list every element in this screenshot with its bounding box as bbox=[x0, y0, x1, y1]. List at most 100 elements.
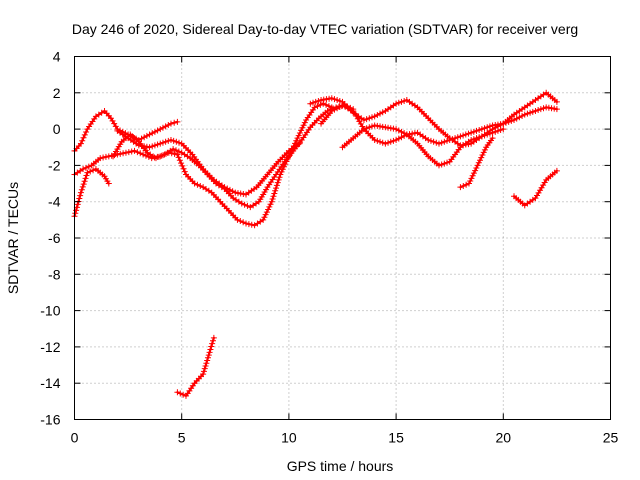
data-point bbox=[492, 128, 499, 135]
series-trace bbox=[309, 91, 559, 147]
data-point bbox=[162, 123, 169, 130]
data-point bbox=[151, 142, 158, 149]
data-point bbox=[207, 346, 214, 353]
x-tick-label: 15 bbox=[388, 430, 404, 446]
data-point bbox=[475, 159, 482, 166]
data-point bbox=[270, 193, 277, 200]
data-point bbox=[438, 139, 445, 146]
data-point bbox=[79, 183, 86, 190]
data-point bbox=[435, 140, 442, 147]
data-point bbox=[481, 146, 488, 153]
data-point bbox=[438, 161, 445, 168]
data-point bbox=[143, 132, 150, 139]
data-point bbox=[494, 127, 501, 134]
data-point bbox=[248, 221, 255, 228]
data-point bbox=[521, 111, 528, 118]
data-point bbox=[374, 137, 381, 144]
data-point bbox=[79, 137, 86, 144]
data-point bbox=[476, 127, 483, 134]
x-tick-label: 10 bbox=[281, 430, 297, 446]
data-point bbox=[444, 137, 451, 144]
data-point bbox=[82, 175, 89, 182]
data-point bbox=[149, 130, 156, 137]
data-point bbox=[157, 126, 164, 133]
data-point bbox=[234, 216, 241, 223]
data-point bbox=[368, 123, 375, 130]
data-point bbox=[197, 182, 204, 189]
data-point bbox=[77, 140, 84, 147]
y-tick-label: 2 bbox=[53, 85, 61, 101]
data-point bbox=[141, 134, 148, 141]
data-point bbox=[221, 184, 228, 191]
data-point bbox=[154, 141, 161, 148]
data-point bbox=[205, 352, 212, 359]
data-point bbox=[314, 103, 321, 110]
y-tick-label: -6 bbox=[48, 230, 61, 246]
series-track-3 bbox=[71, 166, 112, 220]
data-point bbox=[385, 139, 392, 146]
data-point bbox=[162, 138, 169, 145]
data-point bbox=[537, 106, 544, 113]
data-point bbox=[336, 103, 343, 110]
data-point bbox=[529, 108, 536, 115]
data-point bbox=[142, 152, 149, 159]
data-point bbox=[470, 136, 477, 143]
data-point bbox=[87, 168, 94, 175]
data-point bbox=[146, 144, 153, 151]
data-point bbox=[158, 152, 165, 159]
data-point bbox=[371, 113, 378, 120]
data-point bbox=[245, 221, 252, 228]
data-point bbox=[516, 114, 523, 121]
data-point bbox=[474, 162, 481, 169]
data-point bbox=[315, 97, 322, 104]
data-point bbox=[484, 131, 491, 138]
data-point bbox=[74, 201, 81, 208]
data-point bbox=[80, 181, 87, 188]
data-point bbox=[460, 132, 467, 139]
data-point bbox=[382, 140, 389, 147]
data-point bbox=[175, 148, 182, 155]
series-track-1 bbox=[71, 107, 181, 154]
data-point bbox=[430, 138, 437, 145]
data-point bbox=[165, 122, 172, 129]
data-point bbox=[128, 148, 135, 155]
data-point bbox=[80, 166, 87, 173]
data-point bbox=[368, 114, 375, 121]
data-point bbox=[154, 127, 161, 134]
data-point bbox=[268, 198, 275, 205]
data-point bbox=[441, 138, 448, 145]
data-point bbox=[336, 97, 343, 104]
data-point bbox=[460, 182, 467, 189]
data-point bbox=[476, 134, 483, 141]
data-point bbox=[263, 209, 270, 216]
data-point bbox=[77, 192, 84, 199]
data-point bbox=[203, 360, 210, 367]
y-tick-label: 0 bbox=[53, 121, 61, 137]
data-point bbox=[468, 136, 475, 143]
data-point bbox=[444, 159, 451, 166]
data-point bbox=[201, 365, 208, 372]
data-point bbox=[379, 109, 386, 116]
data-point bbox=[473, 135, 480, 142]
data-point bbox=[179, 162, 186, 169]
data-point bbox=[334, 97, 341, 104]
y-tick-label: -4 bbox=[48, 194, 61, 210]
data-point bbox=[480, 149, 487, 156]
data-point bbox=[266, 203, 273, 210]
data-point bbox=[171, 150, 178, 157]
data-point bbox=[237, 218, 244, 225]
data-point bbox=[477, 157, 484, 164]
series-track-6 bbox=[174, 334, 217, 399]
data-point bbox=[519, 112, 526, 119]
data-point bbox=[441, 160, 448, 167]
data-point bbox=[360, 126, 367, 133]
y-tick-label: 4 bbox=[53, 49, 61, 65]
series-trace bbox=[73, 109, 179, 152]
data-point bbox=[401, 97, 408, 104]
data-point bbox=[165, 137, 172, 144]
data-point bbox=[200, 368, 207, 375]
data-point bbox=[473, 164, 480, 171]
data-point bbox=[532, 107, 539, 114]
data-point bbox=[155, 153, 162, 160]
